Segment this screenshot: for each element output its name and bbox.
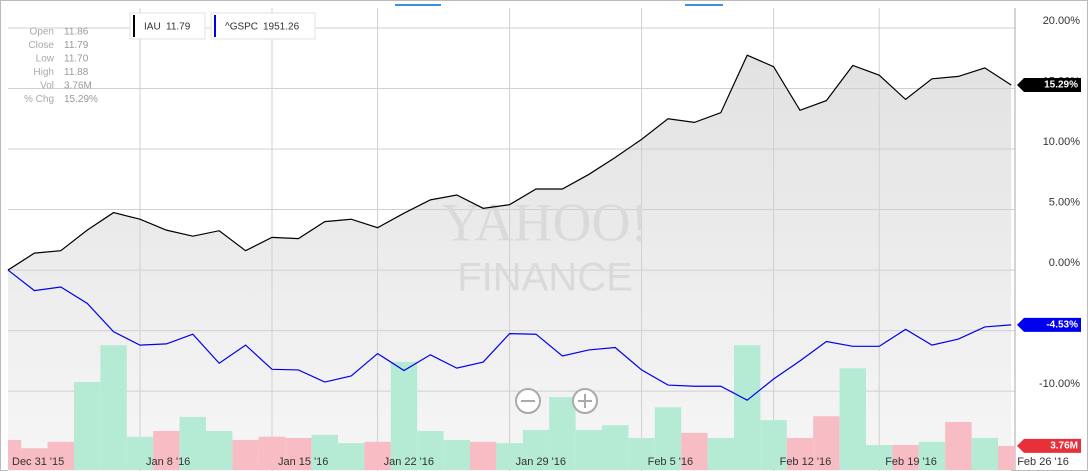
end-label: 15.29% — [1044, 80, 1078, 91]
volume-bar — [74, 382, 101, 470]
x-tick-label: Jan 15 '16 — [278, 456, 328, 468]
info-value: 11.70 — [64, 54, 89, 65]
volume-bar — [417, 430, 444, 470]
line — [7, 269, 1012, 401]
volume-bar — [179, 416, 206, 470]
legend-swatch — [133, 15, 135, 37]
x-tick-label: Feb 19 '16 — [885, 456, 937, 468]
legend-item[interactable]: IAU 11.79 — [129, 12, 206, 40]
volume-end-label: 3.76M — [1050, 441, 1078, 452]
volume-bar — [8, 439, 22, 470]
volume-bar — [549, 397, 576, 470]
legend-value: 11.79 — [166, 22, 191, 33]
zoom-in[interactable] — [572, 388, 598, 414]
tab-indicator — [685, 4, 723, 6]
volume-bar — [232, 439, 259, 470]
watermark: FINANCE — [457, 256, 633, 300]
volume-bar — [311, 434, 338, 470]
x-tick-label: Feb 26 '16 — [1017, 456, 1069, 468]
legend-box — [210, 12, 316, 40]
legend-swatch — [214, 15, 216, 37]
volume-bar — [654, 407, 682, 470]
volume-bar — [998, 445, 1015, 470]
x-tick-label: Jan 22 '16 — [384, 456, 434, 468]
legend-name: ^GSPC — [225, 22, 258, 33]
watermark: YAHOO! — [442, 192, 649, 252]
x-tick-label: Dec 31 '15 — [12, 456, 64, 468]
volume-bar — [734, 345, 761, 470]
volume-bar — [971, 438, 998, 470]
x-tick-label: Feb 12 '16 — [780, 456, 832, 468]
info-value: 3.76M — [64, 81, 92, 92]
info-label: Low — [36, 54, 55, 65]
volume-bar — [443, 439, 470, 470]
x-tick-label: Feb 5 '16 — [648, 456, 694, 468]
volume-bar — [258, 436, 286, 470]
volume-bar — [945, 422, 972, 470]
volume-bar — [285, 438, 312, 470]
legend-value: 1951.26 — [263, 22, 300, 33]
end-label-box — [1017, 77, 1081, 92]
volume-bar — [47, 441, 74, 470]
volume-bar — [813, 416, 840, 470]
end-label: -4.53% — [1046, 320, 1078, 331]
volume-bar — [364, 441, 391, 470]
volume-bar — [153, 430, 180, 470]
info-label: High — [33, 67, 54, 78]
x-tick-label: Jan 8 '16 — [146, 456, 190, 468]
info-label: % Chg — [24, 94, 54, 105]
volume-bar — [866, 445, 893, 470]
volume-bar — [681, 432, 708, 470]
line — [7, 54, 1012, 271]
volume-bar — [126, 436, 154, 470]
legend-name: IAU — [144, 22, 161, 33]
volume-bar — [602, 425, 629, 470]
volume-bar — [100, 345, 127, 470]
info-label: Close — [28, 40, 54, 51]
zoom-out[interactable] — [515, 388, 541, 414]
volume-bar — [575, 430, 602, 470]
info-value: 15.29% — [64, 94, 98, 105]
info-label: Vol — [40, 81, 54, 92]
volume-bar — [522, 430, 550, 470]
volume-bar — [628, 438, 655, 470]
volume-bar — [786, 438, 814, 470]
volume-bar — [496, 443, 523, 470]
legend-box — [129, 12, 206, 40]
y-tick-label: 10.00% — [1043, 136, 1081, 148]
y-tick-label: 0.00% — [1049, 257, 1080, 269]
y-tick-label: 20.00% — [1043, 15, 1081, 27]
x-tick-label: Jan 29 '16 — [516, 456, 566, 468]
legend-item[interactable]: ^GSPC 1951.26 — [210, 12, 316, 40]
y-tick-label: -10.00% — [1039, 378, 1080, 390]
info-value: 11.86 — [64, 27, 89, 38]
volume-bar — [892, 445, 919, 470]
volume-bar — [21, 448, 48, 470]
volume-bar — [390, 361, 418, 470]
volume-bar — [470, 441, 497, 470]
volume-bar — [338, 443, 365, 470]
info-value: 11.79 — [64, 40, 89, 51]
y-tick-label: 5.00% — [1049, 196, 1080, 208]
info-value: 11.88 — [64, 67, 89, 78]
volume-bar — [918, 441, 946, 470]
end-label-box — [1017, 317, 1081, 332]
volume-bar — [707, 438, 734, 470]
volume-bar — [760, 420, 787, 470]
volume-bar — [839, 368, 866, 470]
volume-bar — [206, 430, 233, 470]
info-label: Open — [30, 27, 54, 38]
tab-indicator — [395, 4, 441, 6]
volume-end-label-box — [1017, 438, 1081, 453]
